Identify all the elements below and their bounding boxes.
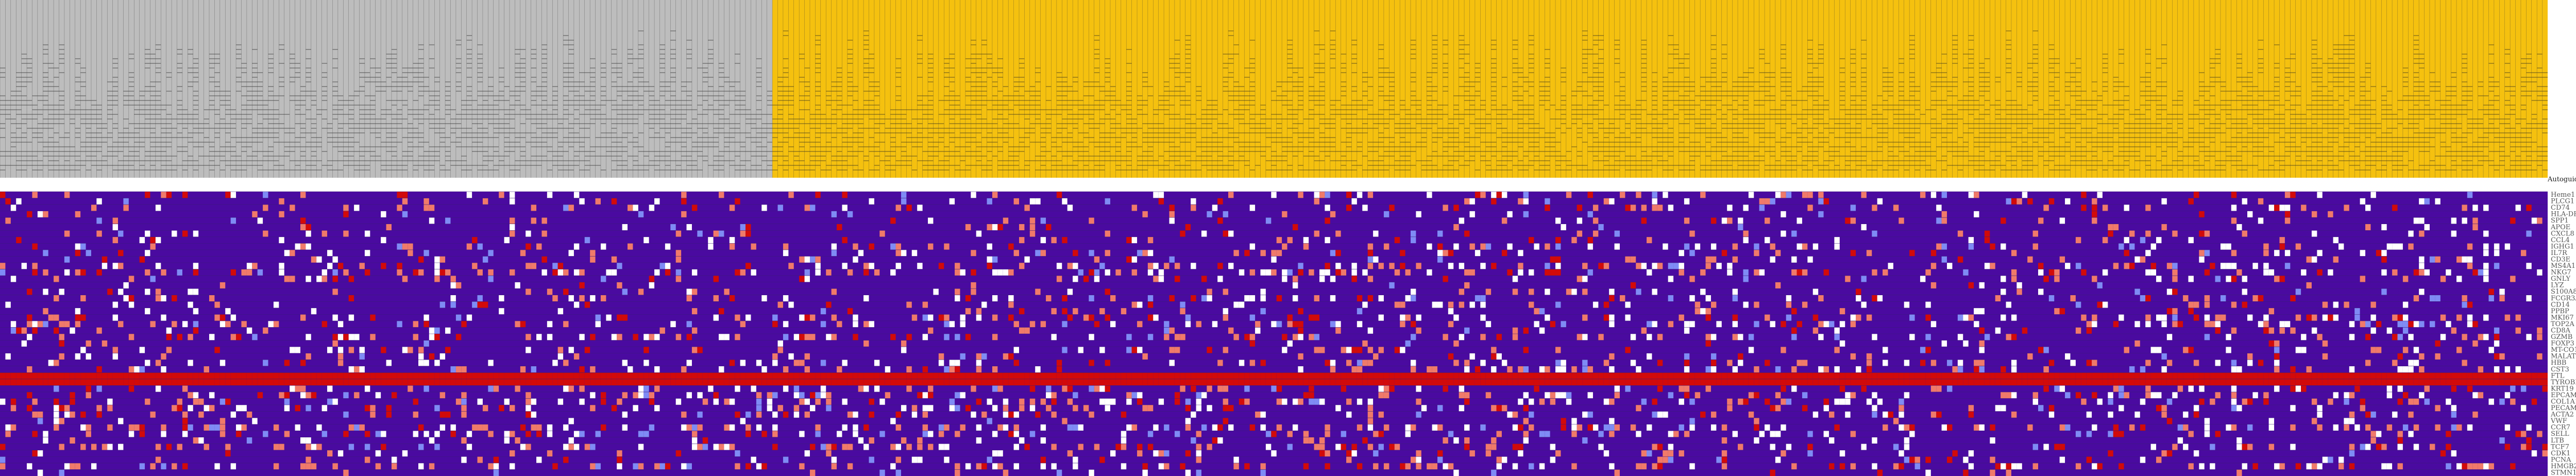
column-dendrogram xyxy=(0,0,2548,178)
dendrogram-group-bg xyxy=(772,0,2548,178)
